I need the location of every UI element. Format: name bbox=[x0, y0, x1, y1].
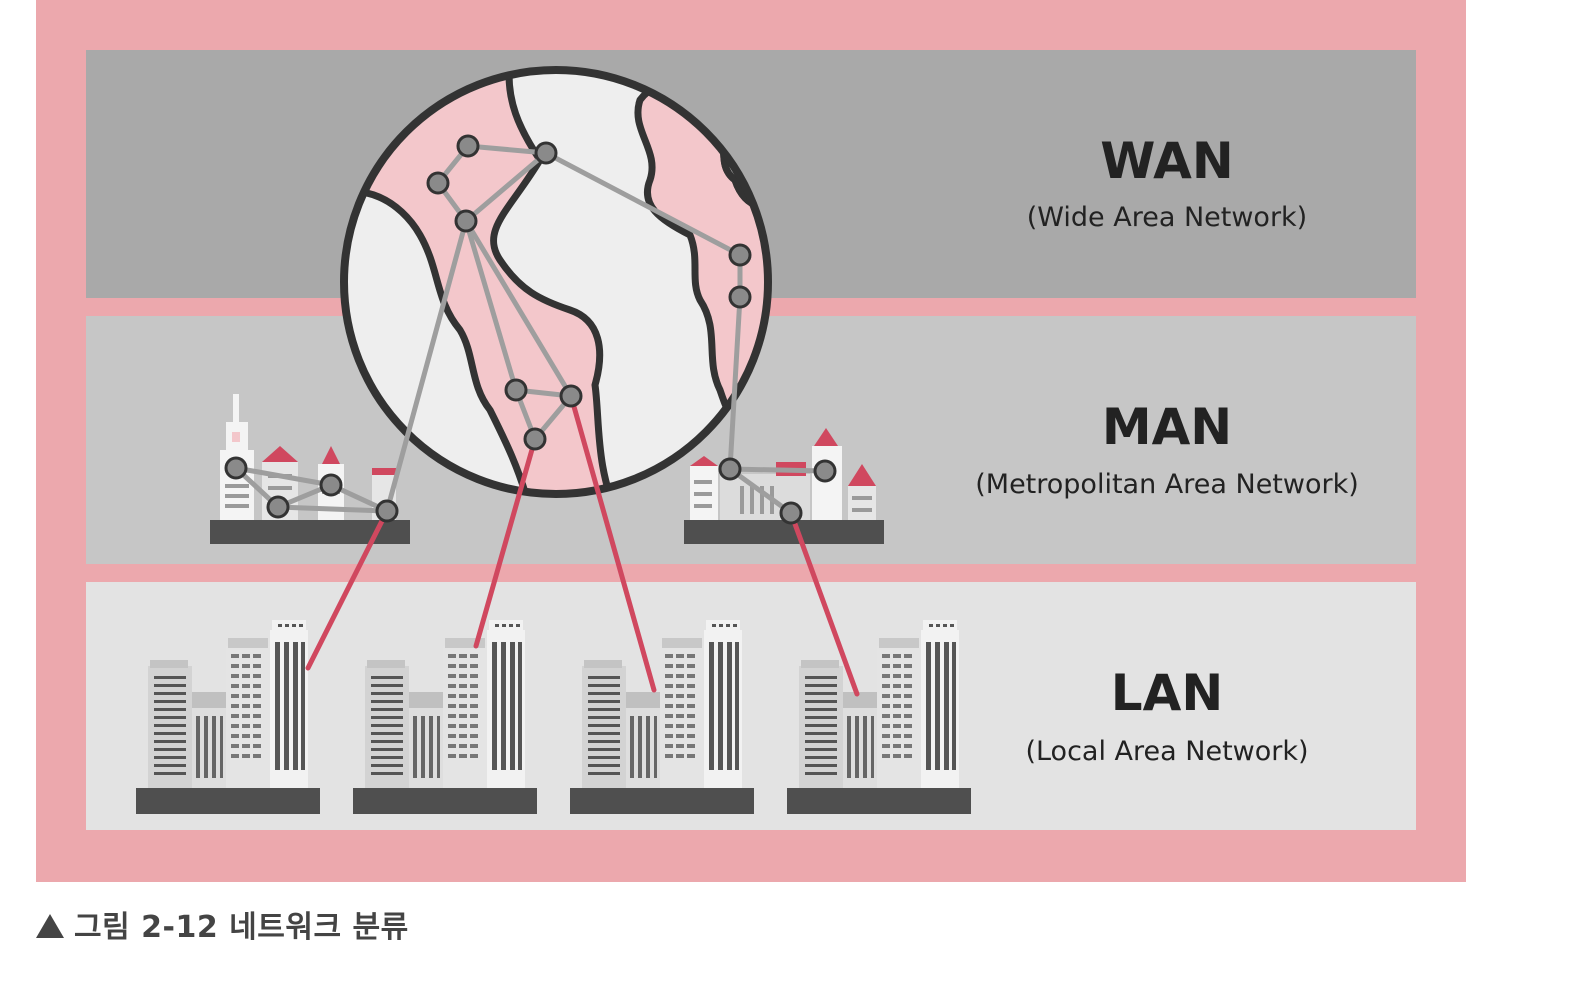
wan-title: WAN bbox=[1100, 132, 1233, 190]
network-node-icon bbox=[728, 243, 752, 267]
caption-text: 그림 2-12 네트워크 분류 bbox=[74, 910, 409, 945]
wan-subtitle: (Wide Area Network) bbox=[1027, 202, 1307, 233]
city-skyline-icon bbox=[684, 428, 884, 544]
figure-caption: 그림 2-12 네트워크 분류 bbox=[36, 902, 409, 946]
network-node-icon bbox=[266, 495, 290, 519]
network-node-icon bbox=[454, 209, 478, 233]
lan-subtitle: (Local Area Network) bbox=[1025, 736, 1308, 767]
network-node-icon bbox=[728, 285, 752, 309]
network-node-icon bbox=[534, 141, 558, 165]
network-node-icon bbox=[456, 134, 480, 158]
triangle-up-icon bbox=[36, 914, 64, 938]
man-title: MAN bbox=[1102, 398, 1232, 456]
network-node-icon bbox=[375, 499, 399, 523]
network-node-icon bbox=[319, 473, 343, 497]
network-node-icon bbox=[718, 457, 742, 481]
city-skyline-icon bbox=[210, 394, 410, 544]
network-node-icon bbox=[559, 384, 583, 408]
network-node-icon bbox=[224, 456, 248, 480]
network-node-icon bbox=[523, 427, 547, 451]
network-node-icon bbox=[813, 459, 837, 483]
network-node-icon bbox=[779, 501, 803, 525]
lan-title: LAN bbox=[1111, 664, 1223, 722]
network-node-icon bbox=[504, 378, 528, 402]
man-subtitle: (Metropolitan Area Network) bbox=[975, 469, 1359, 500]
lan-uplinks bbox=[305, 393, 860, 697]
network-node-icon bbox=[426, 171, 450, 195]
